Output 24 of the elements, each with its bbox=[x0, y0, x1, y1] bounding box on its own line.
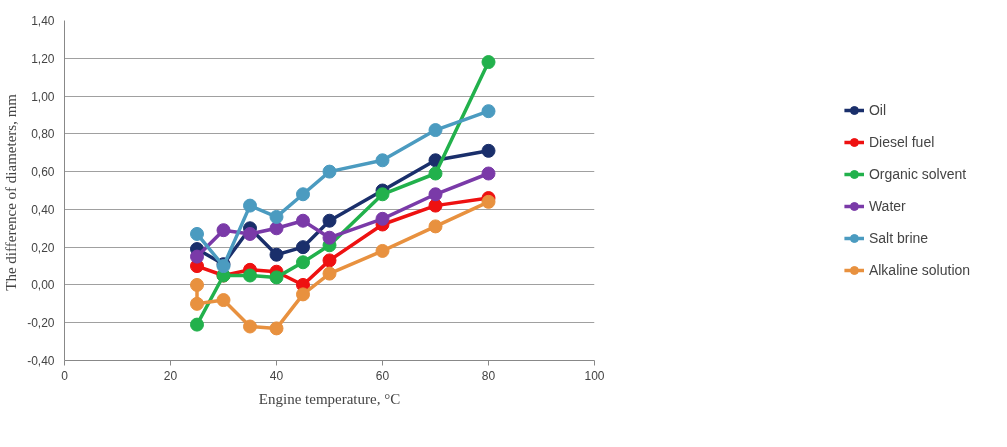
y-tick-label: 0,20 bbox=[31, 240, 55, 255]
y-tick-label: 0,60 bbox=[31, 165, 55, 180]
legend-label: Oil bbox=[868, 102, 888, 118]
x-tick-label: 80 bbox=[481, 368, 496, 383]
y-tick-label: 0,00 bbox=[31, 278, 55, 293]
y-tick-label: -0,40 bbox=[27, 354, 55, 368]
y-tick-label: 1,00 bbox=[31, 89, 55, 104]
legend-label: Diesel fuel bbox=[868, 134, 935, 150]
x-tick-label: 100 bbox=[584, 368, 605, 383]
legend-label: Organic solvent bbox=[868, 166, 967, 182]
x-tick-label: 0 bbox=[61, 368, 69, 383]
y-tick-label: 0,80 bbox=[31, 127, 55, 142]
y-tick-label: 0,40 bbox=[31, 202, 55, 217]
x-tick-label: 60 bbox=[375, 368, 390, 383]
x-tick-label: 40 bbox=[269, 368, 284, 383]
y-axis-title: The difference of diameters, mm bbox=[3, 93, 20, 291]
x-tick-label: 20 bbox=[163, 368, 178, 383]
legend-label: Water bbox=[868, 198, 906, 214]
y-tick-label: 1,20 bbox=[31, 51, 55, 66]
legend-label: Alkaline solution bbox=[868, 262, 971, 278]
legend-label: Salt brine bbox=[868, 230, 929, 246]
y-tick-label: -0,20 bbox=[27, 316, 55, 331]
x-axis-title: Engine temperature, °C bbox=[258, 390, 401, 407]
y-tick-label: 1,40 bbox=[31, 14, 55, 28]
